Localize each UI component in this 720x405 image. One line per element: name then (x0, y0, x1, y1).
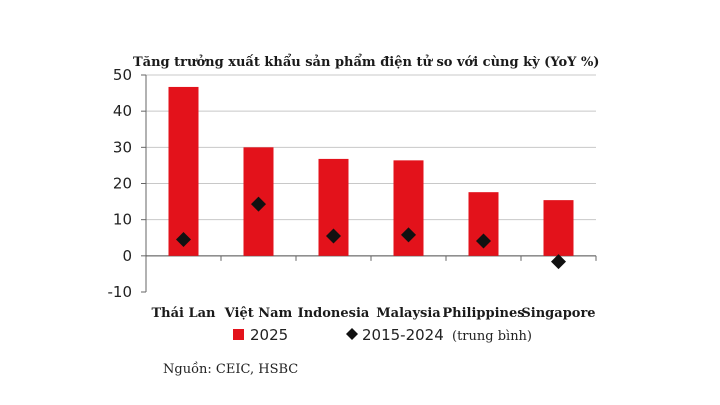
y-tick-label-30: 30 (113, 138, 132, 156)
marker-2015-2024-malaysia (401, 227, 416, 243)
y-tick-label-10: 10 (113, 211, 132, 229)
y-tick-label-40: 40 (113, 102, 132, 120)
marker-2015-2024-thái-lan (176, 232, 191, 248)
legend-note: (trung bình) (452, 329, 532, 344)
gridlines (146, 74, 596, 257)
marker-2015-2024-việt-nam (251, 196, 266, 212)
y-tick-label-0: 0 (122, 247, 132, 265)
legend-label-2015-2024: 2015-2024 (362, 326, 444, 344)
bars (168, 86, 574, 256)
source-note: Nguồn: CEIC, HSBC (163, 361, 298, 377)
bar-2025-thái-lan (168, 86, 199, 256)
bar-2025-singapore (543, 200, 574, 256)
x-tick-label-thái-lan: Thái Lan (151, 306, 216, 321)
legend-label-2025: 2025 (250, 326, 288, 344)
marker-2015-2024-singapore (551, 254, 566, 270)
x-tick-label-việt-nam: Việt Nam (224, 306, 293, 321)
marker-2015-2024-philippines (476, 233, 491, 249)
legend: 2025 2015-2024 (trung bình) (233, 326, 532, 344)
x-tick-label-indonesia: Indonesia (298, 306, 370, 321)
x-tick-label-philippines: Philippines (442, 306, 524, 321)
markers (176, 196, 566, 270)
y-tick-label--10: -10 (108, 283, 133, 301)
marker-2015-2024-indonesia (326, 228, 341, 244)
x-tick-label-malaysia: Malaysia (376, 306, 441, 321)
axes (141, 74, 597, 293)
y-tick-labels: -10 0 10 20 30 40 50 (108, 66, 133, 301)
x-tick-labels: Thái Lan Việt Nam Indonesia Malaysia Philipp… (151, 306, 595, 321)
chart-title: Tăng trưởng xuất khẩu sản phẩm điện tử s… (133, 54, 599, 70)
x-tick-label-singapore: Singapore (521, 306, 595, 321)
y-tick-label-20: 20 (113, 175, 132, 193)
legend-swatch-2015-2024 (346, 328, 358, 340)
legend-swatch-2025 (233, 329, 244, 340)
y-tick-label-50: 50 (113, 66, 132, 84)
